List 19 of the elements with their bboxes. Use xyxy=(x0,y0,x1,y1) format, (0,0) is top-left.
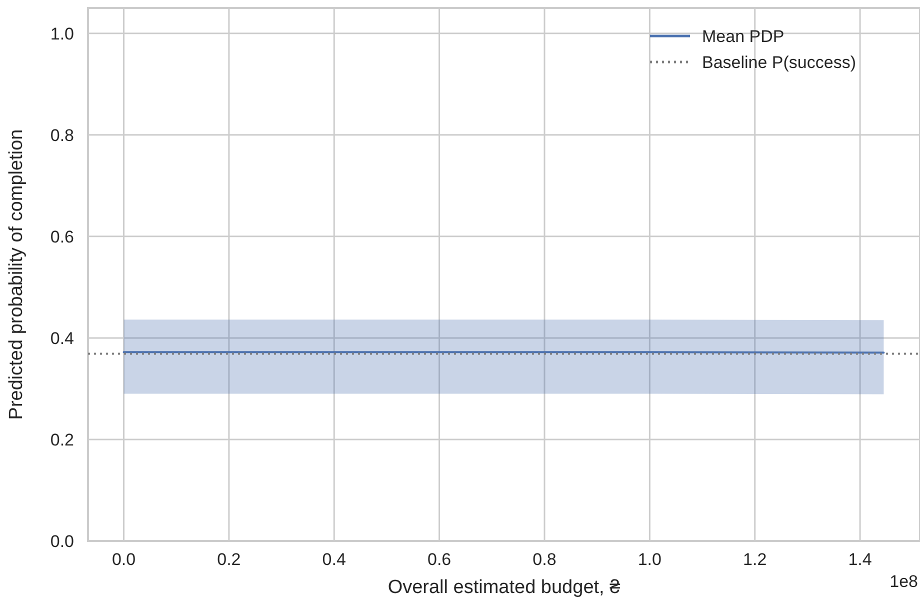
x-tick-label: 0.2 xyxy=(217,550,241,569)
y-tick-label: 0.2 xyxy=(50,430,74,450)
x-tick-label: 0.8 xyxy=(532,550,556,569)
y-tick-label: 0.6 xyxy=(50,227,74,246)
y-tick-label: 0.0 xyxy=(50,532,74,551)
x-tick-label: 1.0 xyxy=(638,550,662,569)
y-tick-label: 0.8 xyxy=(50,126,74,145)
x-tick-label: 0.6 xyxy=(427,550,452,569)
x-axis-title: Overall estimated budget, ₴ xyxy=(388,577,621,598)
legend-label: Mean PDP xyxy=(702,26,784,46)
y-tick-label: 1.0 xyxy=(50,24,74,44)
x-tick-label: 0.0 xyxy=(112,550,136,569)
y-axis-title: Predicted probability of completion xyxy=(6,129,27,420)
legend-label: Baseline P(success) xyxy=(702,52,856,72)
text: 1e8 xyxy=(890,572,918,591)
x-tick-label: 1.4 xyxy=(848,550,872,569)
y-tick-label: 0.4 xyxy=(50,328,74,348)
x-tick-label: 0.4 xyxy=(322,550,346,569)
x-tick-label: 1.2 xyxy=(743,550,767,569)
